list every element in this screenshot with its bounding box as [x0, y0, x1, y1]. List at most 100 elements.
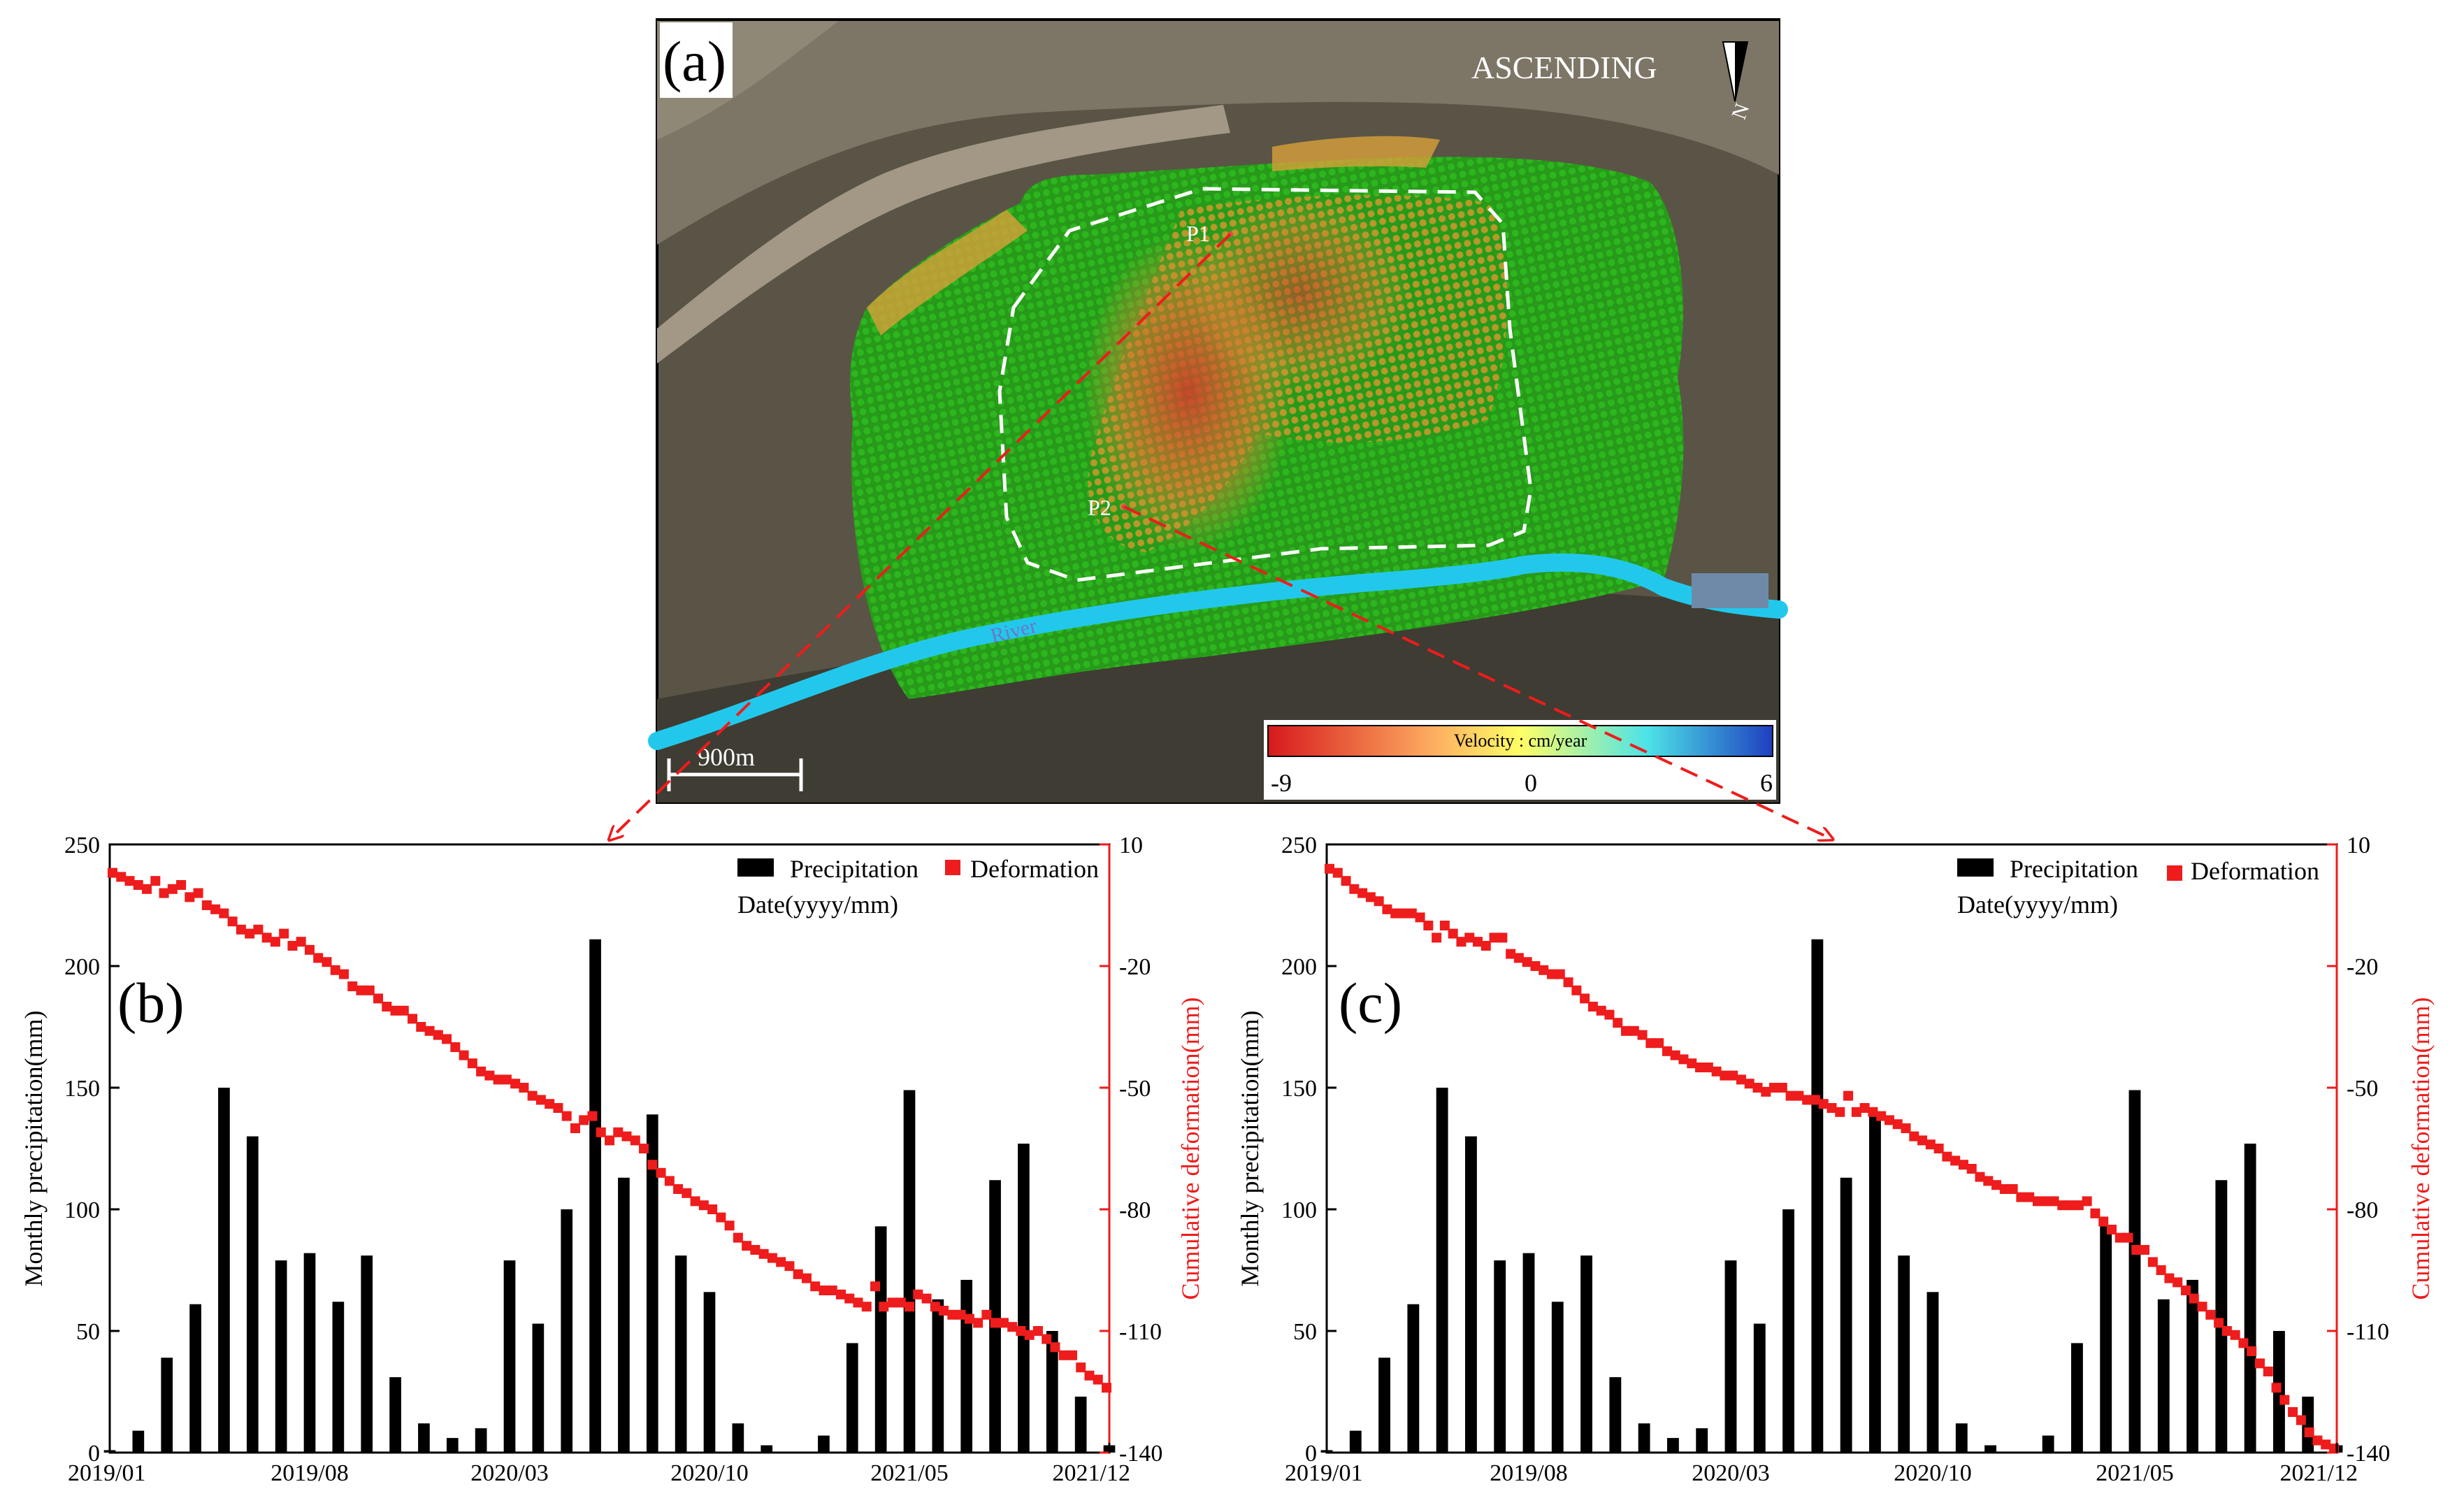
panel-a-label: (a) [663, 29, 726, 93]
chart-b-precip-bar-21 [703, 1292, 716, 1453]
chart-c-left-tick-label-5: 250 [1281, 833, 1317, 858]
chart-b-deformation-point-5 [150, 876, 161, 886]
chart-b-right-tick-label-5: -140 [1119, 1441, 1162, 1467]
chart-c-deformation-point-102 [2164, 1273, 2175, 1283]
chart-b-x-tick-label-3: 2020/10 [670, 1460, 748, 1486]
chart-c-deformation-point-49 [1728, 1070, 1738, 1081]
chart-b-precip-bar-23 [761, 1445, 773, 1453]
chart-b-deformation-point-92 [895, 1297, 906, 1308]
chart-b-deformation-point-35 [408, 1014, 418, 1024]
chart-b-precip-bar-4 [218, 1088, 230, 1453]
chart-b-deformation-point-1 [116, 872, 127, 882]
chart-b-deformation-point-37 [424, 1025, 435, 1036]
chart-b-deformation-point-30 [364, 985, 375, 995]
colorbar-max-label: 6 [1760, 769, 1773, 797]
chart-c-deformation-point-90 [2066, 1200, 2076, 1211]
chart-c-deformation-point-12 [1423, 921, 1434, 930]
chart-b-precip-bar-31 [989, 1180, 1001, 1453]
chart-c-precip-bar-8 [1551, 1302, 1564, 1453]
chart-c-deformation-point-36 [1621, 1025, 1631, 1036]
chart-c-precip-bar-6 [1494, 1260, 1506, 1453]
chart-c-deformation-point-88 [2049, 1196, 2059, 1207]
chart-b-left-tick-label-0: 0 [88, 1441, 100, 1467]
chart-b-precip-bar-27 [874, 1226, 887, 1453]
chart-b-precip-bar-3 [189, 1304, 201, 1453]
chart-b-deformation-point-22 [296, 937, 306, 947]
chart-c-deformation-point-77 [1958, 1160, 1968, 1170]
chart-b-deformation-point-41 [459, 1050, 469, 1060]
scale-bar: 900m [667, 743, 803, 791]
chart-c-deformation-point-113 [2254, 1358, 2265, 1369]
chart-b-deformation-point-101 [973, 1318, 983, 1328]
chart-b-x-axis: 2019/01 2019/08 2020/03 2020/10 2021/05 2021/… [68, 1443, 1130, 1486]
chart-b-deformation-point-94 [913, 1289, 923, 1299]
chart-c-precip-bar-31 [2215, 1180, 2228, 1453]
chart-b-x-tick-label-1: 2019/08 [271, 1460, 348, 1486]
chart-b-deformation-point-44 [484, 1070, 495, 1081]
chart-b-deformation-point-80 [793, 1269, 803, 1279]
chart-c-deformation-point-29 [1563, 977, 1573, 988]
chart-b-deformation-point-62 [639, 1144, 649, 1153]
chart-c-deformation-point-80 [1983, 1176, 1994, 1186]
chart-b-deformation-point-108 [1032, 1326, 1043, 1336]
chart-c-deformation-point-112 [2247, 1346, 2257, 1356]
chart-c-deformation-point-24 [1522, 957, 1532, 967]
chart-c-deformation-point-97 [2123, 1232, 2133, 1243]
chart-c-deformation-point-34 [1604, 1009, 1615, 1020]
chart-b-deformation-point-71 [716, 1212, 726, 1223]
chart-c-precip-bar-29 [2157, 1299, 2170, 1453]
chart-c-precip-bar-26 [2070, 1343, 2083, 1453]
chart-b-deformation-point-77 [767, 1253, 777, 1263]
chart-c-deformation-point-5 [1365, 892, 1376, 902]
chart-b-deformation-point-40 [450, 1042, 461, 1052]
chart-b-precip-bar-10 [389, 1377, 401, 1453]
chart-b-deformation-point-96 [930, 1302, 940, 1312]
chart-c-x-tick-label-2: 2020/03 [1692, 1460, 1769, 1486]
chart-b-precip-bar-30 [960, 1279, 973, 1453]
chart-c-deformation-point-92 [2082, 1196, 2092, 1207]
chart-c-legend-def-swatch [2167, 865, 2182, 881]
chart-c-deformation-point-42 [1670, 1050, 1680, 1060]
chart-b-left-axis: 0 50 100 150 200 250 [64, 833, 120, 1467]
chart-c-deformation-point-120 [2312, 1435, 2323, 1446]
point-p2-label: P2 [1088, 495, 1111, 520]
chart-c-deformation-point-14 [1439, 921, 1450, 930]
chart-b-deformation-point-33 [390, 1005, 401, 1016]
chart-b-panel-label: (b) [117, 971, 185, 1035]
chart-c-deformation-point-94 [2098, 1216, 2109, 1227]
chart-c-right-tick-label-4: -110 [2347, 1319, 2389, 1345]
chart-b-precip-bar-28 [903, 1090, 916, 1453]
chart-b-deformation-point-109 [1042, 1334, 1052, 1344]
chart-c-precip-bar-12 [1666, 1438, 1679, 1453]
chart-c-deformation-point-41 [1662, 1046, 1672, 1056]
chart-c-deformation-point-7 [1382, 904, 1392, 914]
chart-b-deformation-point-65 [664, 1176, 675, 1186]
map-terrain-riverbed-north [657, 105, 1230, 363]
chart-c-precip-bar-7 [1522, 1253, 1535, 1453]
chart-b-deformation-point-25 [322, 957, 332, 967]
chart-c-deformation-point-53 [1761, 1086, 1771, 1097]
chart-c-deformation-point-50 [1736, 1074, 1746, 1085]
chart-b-deformation-point-28 [347, 981, 358, 991]
chart-c-deformation-point-69 [1892, 1119, 1903, 1130]
chart-b-deformation-point-95 [921, 1293, 932, 1304]
chart-b-deformation-point-105 [1007, 1322, 1018, 1332]
chart-b-deformation-point-39 [442, 1034, 452, 1044]
chart-b-deformation-point-88 [861, 1302, 872, 1312]
chart-b-precip-bar-8 [332, 1302, 345, 1453]
chart-c-deformation-point-87 [2040, 1196, 2051, 1207]
chart-b-deformation-point-72 [724, 1221, 735, 1231]
chart-b-left-tick-label-3: 150 [64, 1076, 100, 1102]
chart-b-precip-bar-29 [932, 1299, 944, 1453]
chart-b-precip-bar-13 [475, 1428, 487, 1453]
chart-b-deformation-point-14 [227, 916, 238, 927]
chart-c-precip-bar-1 [1349, 1430, 1362, 1453]
chart-c-deformation-point-118 [2296, 1415, 2306, 1425]
chart-b-deformation-point-51 [545, 1099, 555, 1109]
chart-c-deformation-point-18 [1473, 937, 1483, 947]
chart-c-deformation-point-59 [1810, 1095, 1820, 1105]
chart-c-precip-bar-22 [1955, 1423, 1968, 1453]
chart-b-deformation-point-69 [698, 1200, 709, 1211]
chart-b-precip-bar-25 [818, 1435, 830, 1453]
colorbar-mid-label: 0 [1525, 769, 1537, 797]
